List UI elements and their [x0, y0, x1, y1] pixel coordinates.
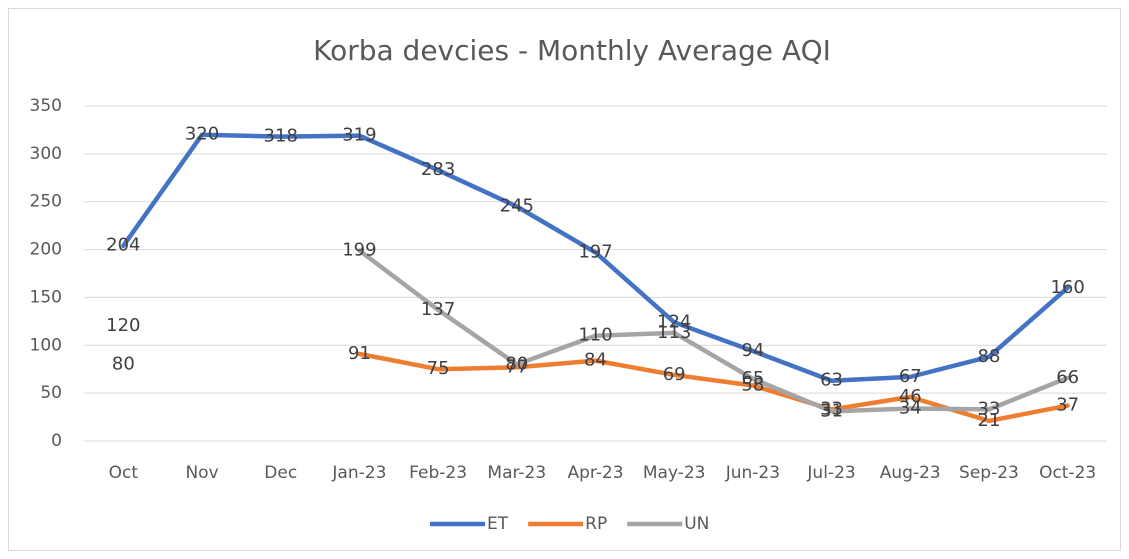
data-label: 34	[899, 397, 922, 418]
data-label: 113	[657, 322, 691, 343]
data-label: 320	[185, 124, 219, 145]
x-tick-label: Jan-23	[331, 463, 386, 483]
legend-label: ET	[487, 514, 509, 534]
x-tick-label: Sep-23	[959, 463, 1019, 483]
data-label: 283	[421, 159, 455, 180]
y-tick-label: 200	[30, 240, 62, 260]
data-label: 80	[112, 353, 135, 374]
line-series	[121, 132, 1070, 383]
y-tick-label: 300	[30, 144, 62, 164]
y-tick-label: 50	[40, 383, 62, 403]
x-tick-label: May-23	[643, 463, 706, 483]
x-tick-label: Jun-23	[725, 463, 780, 483]
data-label: 80	[505, 353, 528, 374]
data-label: 77	[505, 356, 528, 377]
data-label: 31	[820, 400, 843, 421]
data-label: 46	[899, 386, 922, 407]
data-label: 37	[1056, 395, 1079, 416]
data-label: 160	[1050, 277, 1084, 298]
y-tick-label: 250	[30, 192, 62, 212]
data-label: 91	[348, 343, 371, 364]
data-label: 84	[584, 350, 607, 371]
y-tick-label: 350	[30, 96, 62, 116]
chart-border	[8, 8, 1121, 551]
data-label: 137	[421, 299, 455, 320]
data-label: 124	[657, 311, 691, 332]
data-label: 88	[978, 346, 1001, 367]
x-tick-label: Feb-23	[409, 463, 467, 483]
data-label: 319	[342, 125, 376, 146]
y-tick-label: 150	[30, 287, 62, 307]
x-tick-label: Jul-23	[806, 463, 855, 483]
data-label: 33	[978, 398, 1001, 419]
data-label: 67	[899, 366, 922, 387]
data-label: 33	[820, 398, 843, 419]
x-tick-label: Oct-23	[1039, 463, 1096, 483]
data-label: 245	[500, 196, 534, 217]
data-label: 21	[978, 410, 1001, 431]
data-label: 120	[106, 315, 140, 336]
x-tick-label: Aug-23	[880, 463, 941, 483]
legend-label: RP	[585, 514, 607, 534]
x-tick-label: Apr-23	[567, 463, 623, 483]
data-label: 94	[741, 340, 764, 361]
data-label: 318	[264, 126, 298, 147]
y-tick-label: 0	[51, 431, 62, 451]
data-label: 69	[663, 364, 686, 385]
data-label: 197	[578, 241, 612, 262]
chart-title: Korba devcies - Monthly Average AQI	[313, 34, 831, 67]
line-series	[357, 248, 1070, 414]
x-tick-label: Oct	[109, 463, 139, 483]
data-label: 66	[1056, 367, 1079, 388]
x-tick-label: Dec	[264, 463, 297, 483]
data-label: 63	[820, 370, 843, 391]
data-label: 199	[342, 240, 376, 261]
data-label: 65	[741, 368, 764, 389]
data-label: 58	[741, 374, 764, 395]
y-tick-label: 100	[30, 335, 62, 355]
legend-label: UN	[684, 514, 709, 534]
x-tick-label: Mar-23	[487, 463, 546, 483]
data-label: 75	[427, 358, 450, 379]
data-label: 110	[578, 325, 612, 346]
x-tick-label: Nov	[185, 463, 218, 483]
data-label: 204	[106, 235, 140, 256]
